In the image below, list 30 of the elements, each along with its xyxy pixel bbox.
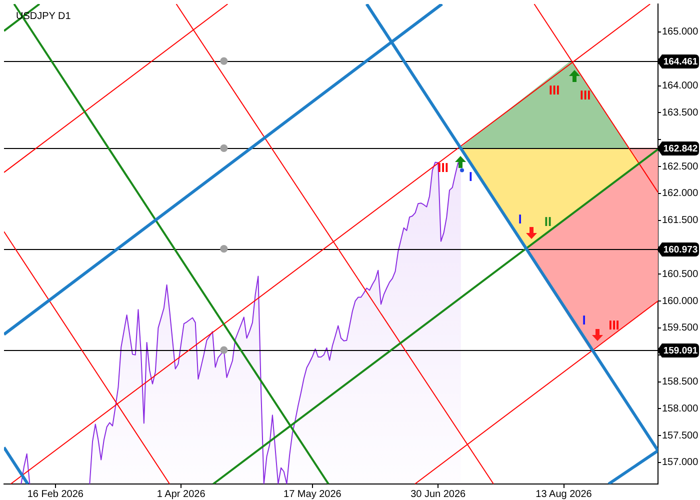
- ref-line-label: 162.842: [663, 144, 698, 155]
- y-tick-label: 165.000: [662, 26, 699, 38]
- y-tick-label: 159.500: [662, 322, 699, 334]
- y-tick-label: 162.000: [662, 188, 699, 200]
- x-tick-label: 1 Apr 2026: [156, 488, 206, 500]
- ref-line-label: 160.973: [663, 244, 698, 256]
- x-tick-label: 17 May 2026: [284, 488, 342, 500]
- x-tick-label: 16 Feb 2026: [27, 488, 84, 500]
- annotation: I: [518, 211, 522, 226]
- annotation: III: [608, 318, 620, 333]
- y-tick-label: 164.000: [662, 80, 699, 92]
- y-tick-label: 160.000: [662, 296, 699, 307]
- x-tick-label: 13 Aug 2026: [536, 488, 592, 500]
- y-tick-label: 161.500: [662, 215, 699, 226]
- y-tick-label: 158.500: [662, 376, 699, 388]
- ref-line-label: 164.461: [663, 56, 698, 68]
- y-tick-label: 162.500: [662, 161, 699, 172]
- y-tick-label: 160.500: [662, 268, 699, 280]
- ref-line-label: 159.091: [663, 346, 698, 357]
- y-tick-label: 163.500: [662, 107, 699, 118]
- annotation: II: [544, 214, 552, 229]
- y-tick-label: 157.500: [662, 430, 699, 442]
- annotation: I: [582, 312, 586, 328]
- annotation: III: [580, 88, 591, 103]
- annotation: III: [548, 82, 560, 98]
- annotation: III: [438, 160, 449, 176]
- y-tick-label: 158.000: [662, 403, 699, 414]
- y-tick-label: 157.000: [662, 457, 699, 468]
- annotation: I: [468, 168, 473, 184]
- x-tick-label: 30 Jun 2026: [410, 488, 466, 500]
